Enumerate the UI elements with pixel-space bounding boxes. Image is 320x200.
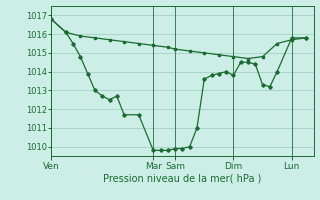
X-axis label: Pression niveau de la mer( hPa ): Pression niveau de la mer( hPa ): [103, 173, 261, 183]
